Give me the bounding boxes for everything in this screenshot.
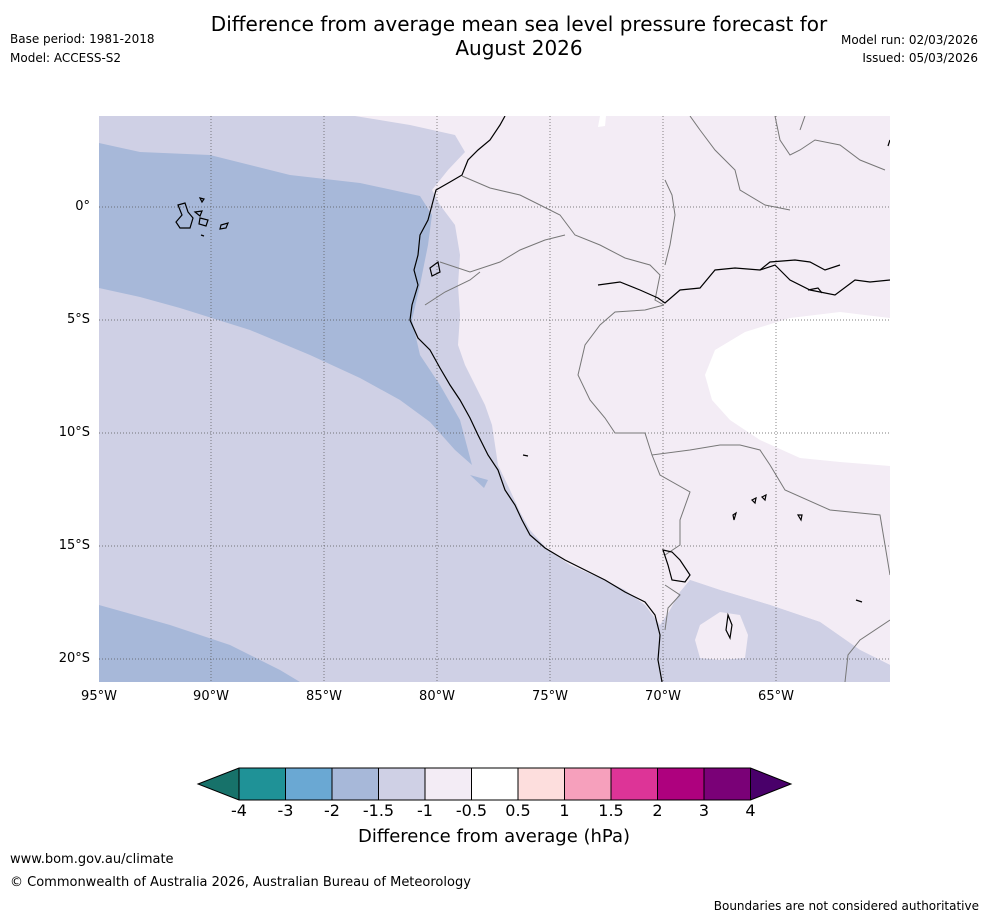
lon-label-70w: 70°W — [645, 689, 681, 704]
colorbar-label: -2 — [324, 801, 340, 820]
lat-label-20s: 20°S — [58, 651, 90, 666]
galapagos-islands — [175, 197, 230, 237]
lon-label-75w: 75°W — [532, 689, 568, 704]
anomaly-band-minus2-minus1p5 — [99, 143, 472, 465]
colorbar-label: 4 — [745, 801, 756, 820]
colorbar-bin — [471, 768, 518, 800]
lon-label-80w: 80°W — [419, 689, 455, 704]
colorbar-label: 3 — [698, 801, 710, 820]
footer-disclaimer: Boundaries are not considered authoritat… — [713, 899, 979, 913]
colorbar-extend-high — [750, 768, 791, 800]
colorbar-label: 2 — [652, 801, 663, 820]
map-area — [99, 116, 890, 682]
title-line-2: August 2026 — [455, 36, 583, 60]
colorbar-extend-low — [198, 768, 239, 800]
colorbar-bin — [704, 768, 751, 800]
colorbar-label: -0.5 — [455, 801, 488, 820]
anomaly-band-minus1-south-patch — [695, 612, 748, 660]
colorbar-label: -1 — [417, 801, 433, 820]
lat-label-5s: 5°S — [66, 312, 90, 327]
colorbar-label: 1 — [559, 801, 570, 820]
model-name: Model: ACCESS-S2 — [10, 51, 122, 65]
anomaly-band-minus1-minus0p5 — [355, 116, 890, 665]
anomaly-band-near-zero-north — [598, 116, 606, 127]
colorbar-bin — [285, 768, 332, 800]
footer-copyright: © Commonwealth of Australia 2026, Austra… — [10, 875, 471, 890]
colorbar-bin — [425, 768, 472, 800]
colorbar-label: -1.5 — [362, 801, 395, 820]
gridlines — [99, 116, 890, 682]
colorbar-title: Difference from average (hPa) — [357, 826, 631, 847]
colorbar-bin — [518, 768, 565, 800]
lon-label-65w: 65°W — [758, 689, 794, 704]
anomaly-band-near-zero — [705, 312, 890, 466]
colorbar-bin — [657, 768, 704, 800]
anomaly-band-minus2-southwest — [99, 605, 300, 682]
footer-url[interactable]: www.bom.gov.au/climate — [10, 852, 174, 867]
base-period: Base period: 1981-2018 — [10, 32, 155, 46]
colorbar-bin — [332, 768, 379, 800]
lat-label-0: 0° — [75, 199, 90, 214]
issued-date: Issued: 05/03/2026 — [862, 51, 978, 65]
model-run: Model run: 02/03/2026 — [840, 33, 978, 47]
anomaly-band-minus2-minus1p5-patch — [470, 475, 488, 488]
colorbar-label: 1.5 — [598, 801, 624, 820]
page-title: Difference from average mean sea level p… — [150, 12, 888, 60]
colorbar-label: -4 — [231, 801, 247, 820]
colorbar-bin — [378, 768, 425, 800]
lat-label-10s: 10°S — [58, 425, 90, 440]
coastline — [409, 116, 890, 682]
colorbar-bin — [611, 768, 658, 800]
lon-label-90w: 90°W — [193, 689, 229, 704]
colorbar — [196, 767, 793, 801]
lon-label-85w: 85°W — [306, 689, 342, 704]
lon-label-95w: 95°W — [81, 689, 117, 704]
country-borders — [424, 116, 890, 682]
colorbar-label: -3 — [277, 801, 294, 820]
title-line-1: Difference from average mean sea level p… — [210, 12, 828, 36]
colorbar-bin — [564, 768, 611, 800]
colorbar-bin — [239, 768, 286, 800]
lat-label-15s: 15°S — [58, 538, 90, 553]
colorbar-label: 0.5 — [505, 801, 531, 820]
